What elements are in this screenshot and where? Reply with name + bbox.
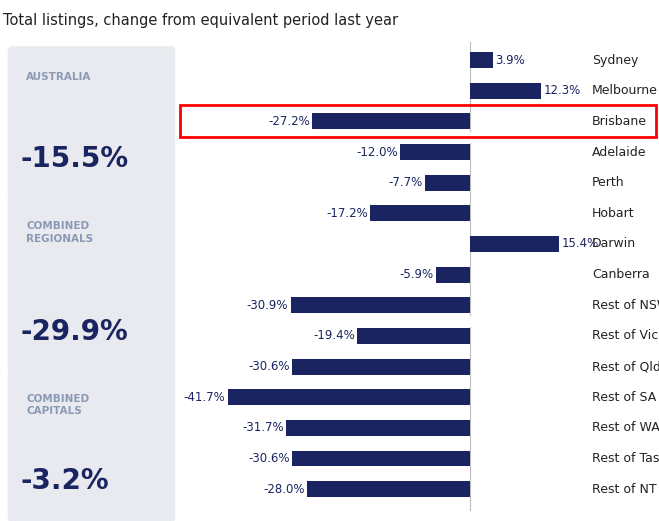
Text: -19.4%: -19.4% bbox=[313, 329, 355, 342]
Text: -30.9%: -30.9% bbox=[246, 299, 288, 312]
Text: -17.2%: -17.2% bbox=[326, 207, 368, 220]
Text: Darwin: Darwin bbox=[592, 238, 636, 251]
Text: AUSTRALIA: AUSTRALIA bbox=[26, 72, 92, 82]
Bar bbox=[292, 358, 470, 375]
Text: Canberra: Canberra bbox=[592, 268, 650, 281]
FancyBboxPatch shape bbox=[8, 195, 175, 374]
Bar bbox=[470, 83, 541, 98]
Text: -28.0%: -28.0% bbox=[264, 482, 305, 495]
Bar bbox=[292, 451, 470, 466]
Text: 15.4%: 15.4% bbox=[561, 238, 599, 251]
Text: -3.2%: -3.2% bbox=[21, 467, 109, 494]
Text: Hobart: Hobart bbox=[592, 207, 635, 220]
Text: Sydney: Sydney bbox=[592, 54, 638, 67]
Text: Perth: Perth bbox=[592, 176, 625, 189]
Text: Rest of SA: Rest of SA bbox=[592, 391, 656, 404]
Text: -12.0%: -12.0% bbox=[357, 145, 398, 158]
Text: -30.6%: -30.6% bbox=[248, 360, 290, 373]
Text: COMBINED
CAPITALS: COMBINED CAPITALS bbox=[26, 394, 90, 416]
Bar bbox=[307, 481, 470, 497]
FancyBboxPatch shape bbox=[8, 368, 175, 521]
Bar bbox=[312, 114, 470, 129]
Text: Rest of Vic: Rest of Vic bbox=[592, 329, 658, 342]
Text: Melbourne: Melbourne bbox=[592, 84, 658, 97]
Bar bbox=[357, 328, 470, 344]
Text: Total listings, change from equivalent period last year: Total listings, change from equivalent p… bbox=[3, 13, 399, 28]
Text: -41.7%: -41.7% bbox=[184, 391, 225, 404]
Bar bbox=[425, 175, 470, 191]
Text: -31.7%: -31.7% bbox=[242, 421, 283, 435]
Text: Rest of Qld.: Rest of Qld. bbox=[592, 360, 659, 373]
Bar bbox=[470, 52, 492, 68]
FancyBboxPatch shape bbox=[8, 46, 175, 201]
Bar bbox=[436, 267, 470, 282]
Text: Rest of Tas: Rest of Tas bbox=[592, 452, 659, 465]
Text: -30.6%: -30.6% bbox=[248, 452, 290, 465]
Bar bbox=[370, 205, 470, 221]
Bar bbox=[400, 144, 470, 160]
Text: 12.3%: 12.3% bbox=[544, 84, 581, 97]
Text: -7.7%: -7.7% bbox=[389, 176, 423, 189]
Bar bbox=[291, 297, 470, 313]
Bar bbox=[286, 420, 470, 436]
Text: Rest of NSW: Rest of NSW bbox=[592, 299, 659, 312]
Text: -29.9%: -29.9% bbox=[21, 317, 129, 345]
Text: Brisbane: Brisbane bbox=[592, 115, 647, 128]
Bar bbox=[228, 389, 470, 405]
Text: -15.5%: -15.5% bbox=[21, 145, 129, 173]
Text: -5.9%: -5.9% bbox=[399, 268, 434, 281]
Text: -27.2%: -27.2% bbox=[268, 115, 310, 128]
Bar bbox=[470, 236, 559, 252]
Text: COMBINED
REGIONALS: COMBINED REGIONALS bbox=[26, 221, 94, 244]
Text: Rest of WA: Rest of WA bbox=[592, 421, 659, 435]
Text: 3.9%: 3.9% bbox=[495, 54, 525, 67]
Text: Rest of NT: Rest of NT bbox=[592, 482, 656, 495]
Bar bbox=[180, 105, 656, 138]
Text: Adelaide: Adelaide bbox=[592, 145, 646, 158]
